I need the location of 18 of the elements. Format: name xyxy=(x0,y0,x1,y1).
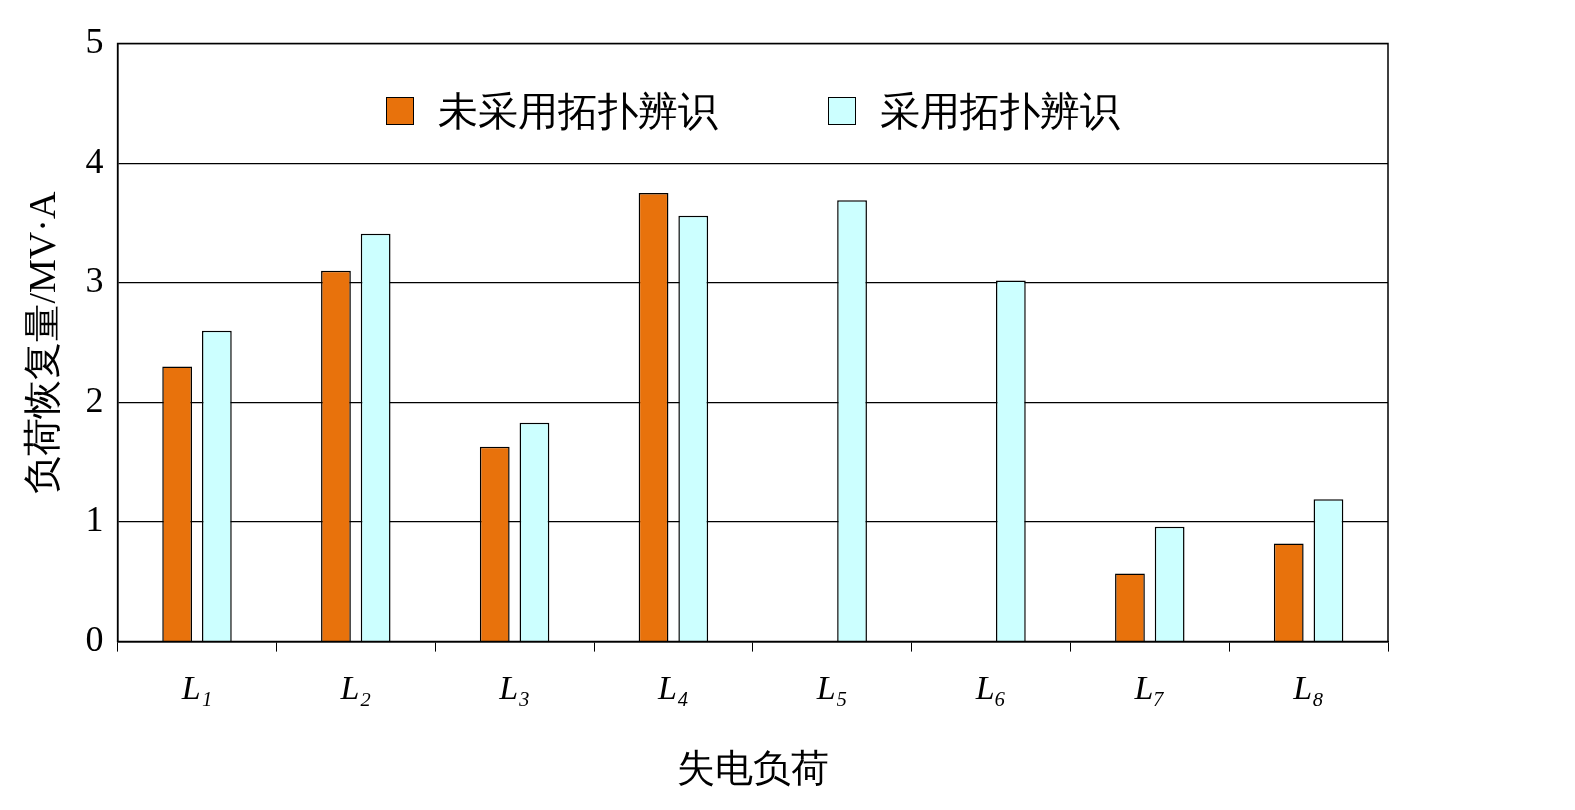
y-tick-label: 3 xyxy=(85,260,104,301)
y-tick-label: 4 xyxy=(85,140,104,181)
y-tick-label: 1 xyxy=(85,499,104,540)
y-tick-label: 5 xyxy=(85,21,104,62)
x-tick-label: L₃ xyxy=(498,668,530,706)
legend-label: 未采用拓扑辨识 xyxy=(437,87,718,136)
x-tick-label: L₇ xyxy=(1133,668,1166,706)
x-tick-label: L₅ xyxy=(815,668,848,706)
x-tick-label: L₁ xyxy=(180,668,213,706)
x-tick-label: L₈ xyxy=(1292,668,1324,706)
y-tick-label: 0 xyxy=(85,619,104,660)
x-tick-label: L₆ xyxy=(974,668,1007,706)
y-axis-title: 负荷恢复量/MV·A xyxy=(20,191,63,494)
x-tick-label: L₂ xyxy=(339,668,372,706)
y-tick-label: 2 xyxy=(85,379,104,420)
x-axis-title: 失电负荷 xyxy=(676,747,829,790)
x-tick-label: L₄ xyxy=(657,668,689,706)
legend-label: 采用拓扑辨识 xyxy=(879,87,1120,136)
